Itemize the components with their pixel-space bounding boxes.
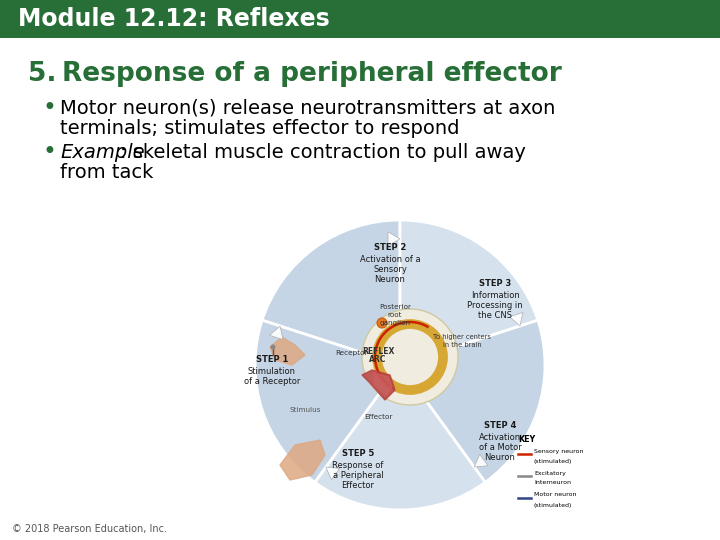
Text: : skeletal muscle contraction to pull away: : skeletal muscle contraction to pull aw… [120, 143, 526, 161]
Text: Posterior: Posterior [379, 304, 411, 310]
Text: Information: Information [471, 291, 519, 300]
Text: terminals; stimulates effector to respond: terminals; stimulates effector to respon… [60, 118, 459, 138]
Text: REFLEX: REFLEX [362, 347, 394, 355]
Text: © 2018 Pearson Education, Inc.: © 2018 Pearson Education, Inc. [12, 524, 167, 534]
Wedge shape [315, 365, 485, 510]
Text: To higher centers: To higher centers [433, 334, 491, 340]
Circle shape [271, 345, 276, 349]
Text: of a Motor: of a Motor [479, 442, 521, 451]
Wedge shape [262, 220, 400, 365]
Text: in the brain: in the brain [443, 342, 481, 348]
Text: STEP 3: STEP 3 [479, 279, 511, 287]
Text: the CNS: the CNS [478, 310, 512, 320]
Text: Response of: Response of [333, 461, 384, 469]
Wedge shape [400, 320, 545, 482]
Text: Interneuron: Interneuron [534, 481, 571, 485]
Text: ganglion: ganglion [379, 320, 410, 326]
Text: STEP 4: STEP 4 [484, 421, 516, 429]
Text: from tack: from tack [60, 163, 153, 181]
Text: Sensory neuron: Sensory neuron [534, 449, 583, 454]
Text: KEY: KEY [518, 435, 535, 444]
Text: •: • [42, 96, 56, 120]
Text: Activation of a: Activation of a [360, 254, 420, 264]
Polygon shape [270, 337, 305, 365]
Polygon shape [374, 373, 392, 395]
Text: Motor neuron(s) release neurotransmitters at axon: Motor neuron(s) release neurotransmitter… [60, 98, 555, 118]
Text: Processing in: Processing in [467, 300, 523, 309]
Text: Module 12.12: Reflexes: Module 12.12: Reflexes [18, 7, 330, 31]
Text: Receptor: Receptor [336, 350, 368, 356]
Text: Stimulus: Stimulus [289, 407, 320, 413]
Text: (stimulated): (stimulated) [534, 458, 572, 463]
Text: Activation: Activation [479, 433, 521, 442]
Text: Effector: Effector [341, 481, 374, 489]
Text: STEP 1: STEP 1 [256, 355, 288, 364]
Polygon shape [388, 232, 400, 246]
Circle shape [377, 318, 387, 328]
Text: (stimulated): (stimulated) [534, 503, 572, 508]
Polygon shape [326, 467, 340, 480]
Bar [0, 0, 720, 38]
Text: Motor neuron: Motor neuron [534, 492, 577, 497]
Text: of a Receptor: of a Receptor [244, 377, 300, 387]
Text: Effector: Effector [364, 414, 392, 420]
Wedge shape [255, 320, 400, 482]
Circle shape [255, 220, 545, 510]
Polygon shape [474, 454, 488, 467]
Text: Stimulation: Stimulation [248, 368, 296, 376]
Text: Neuron: Neuron [485, 453, 516, 462]
Circle shape [362, 309, 458, 405]
Wedge shape [400, 220, 538, 365]
Polygon shape [270, 326, 283, 340]
Text: Neuron: Neuron [374, 274, 405, 284]
Text: Response of a peripheral effector: Response of a peripheral effector [62, 61, 562, 87]
Polygon shape [280, 440, 325, 480]
Text: •: • [42, 140, 56, 164]
Text: Sensory: Sensory [373, 265, 407, 273]
Text: a Peripheral: a Peripheral [333, 470, 383, 480]
Polygon shape [510, 313, 523, 326]
Text: root: root [388, 312, 402, 318]
Text: 5.: 5. [28, 61, 56, 87]
Text: Example: Example [60, 143, 145, 161]
Text: STEP 2: STEP 2 [374, 242, 406, 252]
Text: Excitatory: Excitatory [534, 470, 566, 476]
Text: ARC: ARC [369, 354, 387, 363]
Polygon shape [362, 370, 395, 400]
Text: STEP 5: STEP 5 [342, 449, 374, 457]
